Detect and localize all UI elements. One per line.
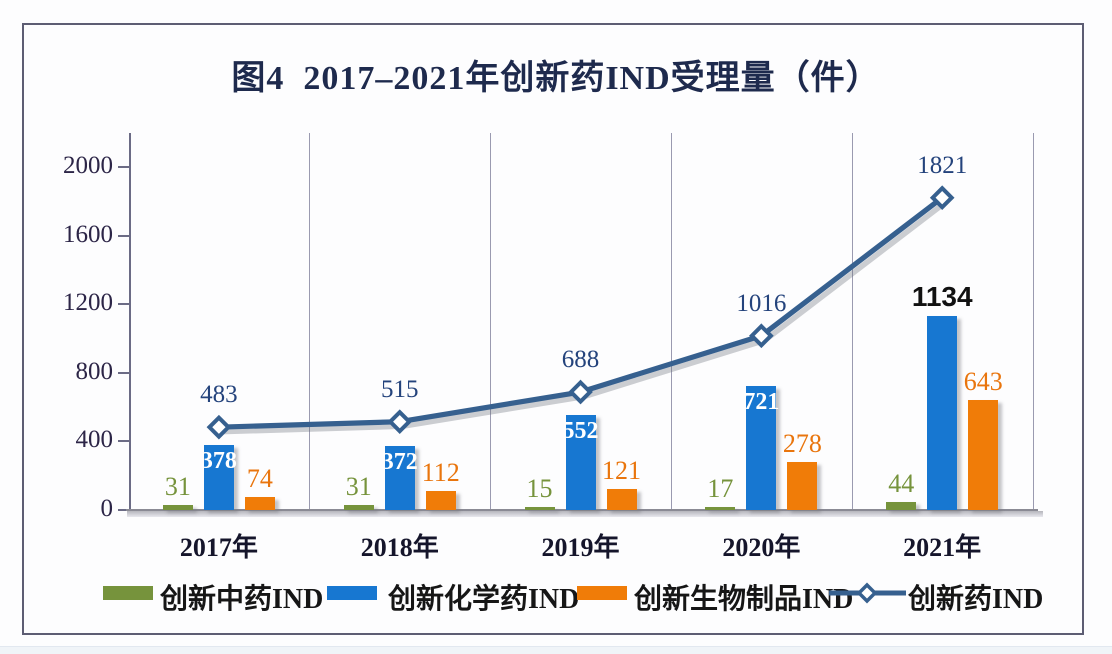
x-axis-shadow — [127, 511, 1043, 517]
legend-label-创新中药IND: 创新中药IND — [160, 584, 324, 615]
line-value-2018年: 515 — [380, 375, 419, 403]
y-axis-tick-label: 0 — [100, 495, 114, 522]
bar-value-创新化学药IND-2018年: 372 — [381, 449, 418, 476]
category-separator-line — [309, 133, 311, 510]
diamond-marker-2017年 — [206, 414, 232, 440]
y-axis-tick-label: 400 — [75, 426, 114, 454]
y-axis-tick-label: 1600 — [63, 220, 113, 248]
bar-创新生物制品IND-2018年 — [425, 490, 456, 510]
legend-swatch-创新化学药IND — [327, 586, 377, 600]
bar-创新中药IND-2021年 — [886, 502, 917, 510]
legend-swatch-创新中药IND — [103, 586, 153, 600]
y-axis-tick — [118, 371, 129, 374]
bottom-strip — [0, 646, 1112, 654]
category-separator-line — [670, 133, 672, 510]
bar-创新化学药IND-2017年 — [203, 445, 234, 510]
chart-border-frame — [22, 23, 1084, 635]
y-axis-tick-label: 800 — [75, 357, 114, 385]
bar-value-创新化学药IND-2021年: 1134 — [911, 280, 973, 312]
bar-value-创新中药IND-2021年: 44 — [888, 469, 915, 499]
bar-创新中药IND-2019年 — [524, 507, 555, 510]
bar-value-创新中药IND-2019年: 15 — [526, 474, 553, 504]
x-axis-label-2017年: 2017年 — [179, 533, 258, 562]
bar-value-创新化学药IND-2020年: 721 — [743, 389, 780, 416]
bar-创新化学药IND-2020年 — [746, 386, 777, 510]
bar-value-创新生物制品IND-2019年: 121 — [602, 456, 642, 486]
bar-创新中药IND-2020年 — [705, 507, 736, 510]
bar-value-创新生物制品IND-2020年: 278 — [782, 429, 822, 459]
legend-swatch-创新生物制品IND — [577, 586, 627, 600]
line-value-2020年: 1016 — [736, 289, 787, 317]
y-axis-tick — [118, 440, 129, 443]
bar-value-创新生物制品IND-2021年: 643 — [963, 366, 1003, 396]
chart-title: 图4 2017–2021年创新药IND受理量（件） — [231, 60, 881, 97]
y-axis-line — [128, 133, 131, 510]
category-separator-line — [1032, 133, 1034, 510]
diamond-marker-2019年 — [568, 379, 593, 405]
bar-创新中药IND-2018年 — [343, 504, 374, 510]
line-value-2019年: 688 — [561, 346, 600, 373]
bar-创新化学药IND-2021年 — [927, 315, 958, 510]
bar-value-创新化学药IND-2017年: 378 — [200, 448, 237, 475]
bar-创新生物制品IND-2017年 — [244, 497, 275, 510]
bar-value-创新中药IND-2018年: 31 — [345, 471, 372, 501]
y-axis-tick — [118, 509, 129, 511]
diamond-marker-2020年 — [749, 323, 774, 349]
bar-value-创新中药IND-2020年: 17 — [707, 474, 734, 504]
diamond-marker-2021年 — [929, 185, 955, 211]
y-axis-tick-label: 2000 — [63, 152, 113, 179]
line-value-2021年: 1821 — [917, 151, 968, 179]
category-separator-line — [490, 133, 492, 510]
legend-line-swatch-创新药IND — [829, 582, 906, 604]
legend-label-创新药IND: 创新药IND — [908, 584, 1044, 615]
bar-创新中药IND-2017年 — [162, 504, 193, 510]
legend-label-创新化学药IND: 创新化学药IND — [388, 584, 580, 615]
y-axis-tick — [118, 303, 129, 306]
y-axis-tick — [118, 166, 129, 168]
y-axis-tick-label: 1200 — [63, 289, 113, 317]
bar-创新化学药IND-2019年 — [565, 415, 596, 510]
bar-创新生物制品IND-2021年 — [968, 399, 999, 510]
legend-label-创新生物制品IND: 创新生物制品IND — [634, 584, 854, 615]
bar-value-创新中药IND-2017年: 31 — [164, 471, 191, 501]
x-axis-label-2021年: 2021年 — [903, 533, 982, 562]
bar-value-创新化学药IND-2019年: 552 — [562, 418, 599, 445]
bar-创新生物制品IND-2020年 — [787, 462, 818, 510]
y-axis-tick — [118, 234, 129, 237]
line-value-2017年: 483 — [200, 381, 238, 409]
x-axis-label-2020年: 2020年 — [722, 533, 801, 562]
x-axis-label-2019年: 2019年 — [541, 533, 620, 562]
diamond-marker-2018年 — [387, 409, 413, 435]
bar-创新生物制品IND-2019年 — [606, 489, 637, 510]
x-axis-label-2018年: 2018年 — [360, 533, 439, 562]
bar-value-创新生物制品IND-2018年: 112 — [421, 457, 460, 487]
category-separator-line — [851, 133, 853, 510]
bar-创新化学药IND-2018年 — [384, 446, 415, 510]
bar-value-创新生物制品IND-2017年: 74 — [246, 464, 273, 494]
